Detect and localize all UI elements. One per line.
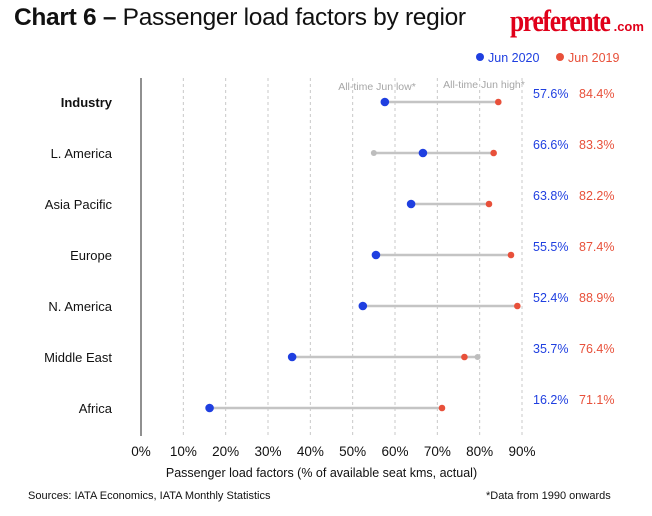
category-label: L. America xyxy=(51,146,113,161)
jun-2020-dot xyxy=(380,97,390,107)
annotation-all-time-low: All-time Jun low* xyxy=(338,81,416,93)
jun-2020-dot xyxy=(418,148,428,158)
jun-2020-value-label: 55.5% xyxy=(533,240,568,254)
jun-2019-dot xyxy=(514,302,521,310)
x-tick-label: 0% xyxy=(131,444,151,459)
preferente-logo: preferente .com xyxy=(508,3,647,39)
jun-2019-dot xyxy=(485,200,493,208)
category-label: Africa xyxy=(79,401,113,416)
x-tick-label: 80% xyxy=(466,444,493,459)
jun-2020-value-label: 66.6% xyxy=(533,138,568,152)
x-tick-label: 30% xyxy=(254,444,281,459)
footnote: *Data from 1990 onwards xyxy=(486,490,611,502)
logo-wordmark: preferente xyxy=(510,3,611,38)
legend-jun-2019-marker xyxy=(556,53,564,61)
dumbbell-chart: 0% 10% 20% 30% 40% 50% 60% 70% 80% 90% Passenger l… xyxy=(44,51,619,480)
legend-jun-2019-label: Jun 2019 xyxy=(568,51,619,65)
jun-2020-value-label: 16.2% xyxy=(533,393,568,407)
jun-2019-value-label: 71.1% xyxy=(579,393,614,407)
jun-2019-value-label: 83.3% xyxy=(579,138,614,152)
jun-2020-dot xyxy=(371,250,381,260)
x-tick-label: 40% xyxy=(297,444,324,459)
jun-2020-value-label: 57.6% xyxy=(533,87,568,101)
x-tick-label: 50% xyxy=(339,444,366,459)
jun-2020-dot xyxy=(287,352,297,362)
category-label: Industry xyxy=(61,95,113,110)
jun-2019-dot xyxy=(507,251,515,259)
jun-2020-dot xyxy=(406,199,416,209)
jun-2019-value-label: 76.4% xyxy=(579,342,614,356)
jun-2020-value-label: 35.7% xyxy=(533,342,568,356)
jun-2020-value-label: 52.4% xyxy=(533,291,568,305)
chart-title-text: Passenger load factors by regior xyxy=(116,4,466,31)
jun-2019-dot xyxy=(438,404,446,412)
jun-2019-value-label: 87.4% xyxy=(579,240,614,254)
jun-2019-dot xyxy=(494,98,502,106)
legend-jun-2020-label: Jun 2020 xyxy=(488,51,539,65)
jun-2019-value-label: 88.9% xyxy=(579,291,614,305)
category-label: Europe xyxy=(70,248,112,263)
category-label: Asia Pacific xyxy=(45,197,113,212)
jun-2019-value-label: 82.2% xyxy=(579,189,614,203)
all-time-low-dot xyxy=(370,150,377,156)
logo-tld: .com xyxy=(613,19,644,34)
x-axis-label: Passenger load factors (% of available s… xyxy=(166,466,477,480)
jun-2019-dot xyxy=(490,149,497,157)
x-tick-label: 10% xyxy=(170,444,197,459)
x-tick-label: 70% xyxy=(424,444,451,459)
legend-jun-2020-marker xyxy=(476,53,484,61)
x-tick-label: 20% xyxy=(212,444,239,459)
jun-2019-dot xyxy=(461,353,468,361)
x-tick-label: 60% xyxy=(381,444,408,459)
all-time-high-dot xyxy=(474,354,481,360)
category-label: N. America xyxy=(48,299,112,314)
annotation-all-time-high: All-time Jun high* xyxy=(443,79,525,91)
x-tick-label: 90% xyxy=(508,444,535,459)
jun-2020-dot xyxy=(358,301,368,311)
category-label: Middle East xyxy=(44,350,112,365)
chart-title: Chart 6 – Passenger load factors by regi… xyxy=(14,4,466,32)
chart-title-number: Chart 6 – xyxy=(14,4,117,31)
jun-2020-dot xyxy=(205,403,214,413)
sources-note: Sources: IATA Economics, IATA Monthly St… xyxy=(28,490,271,502)
jun-2019-value-label: 84.4% xyxy=(579,87,614,101)
jun-2020-value-label: 63.8% xyxy=(533,189,568,203)
